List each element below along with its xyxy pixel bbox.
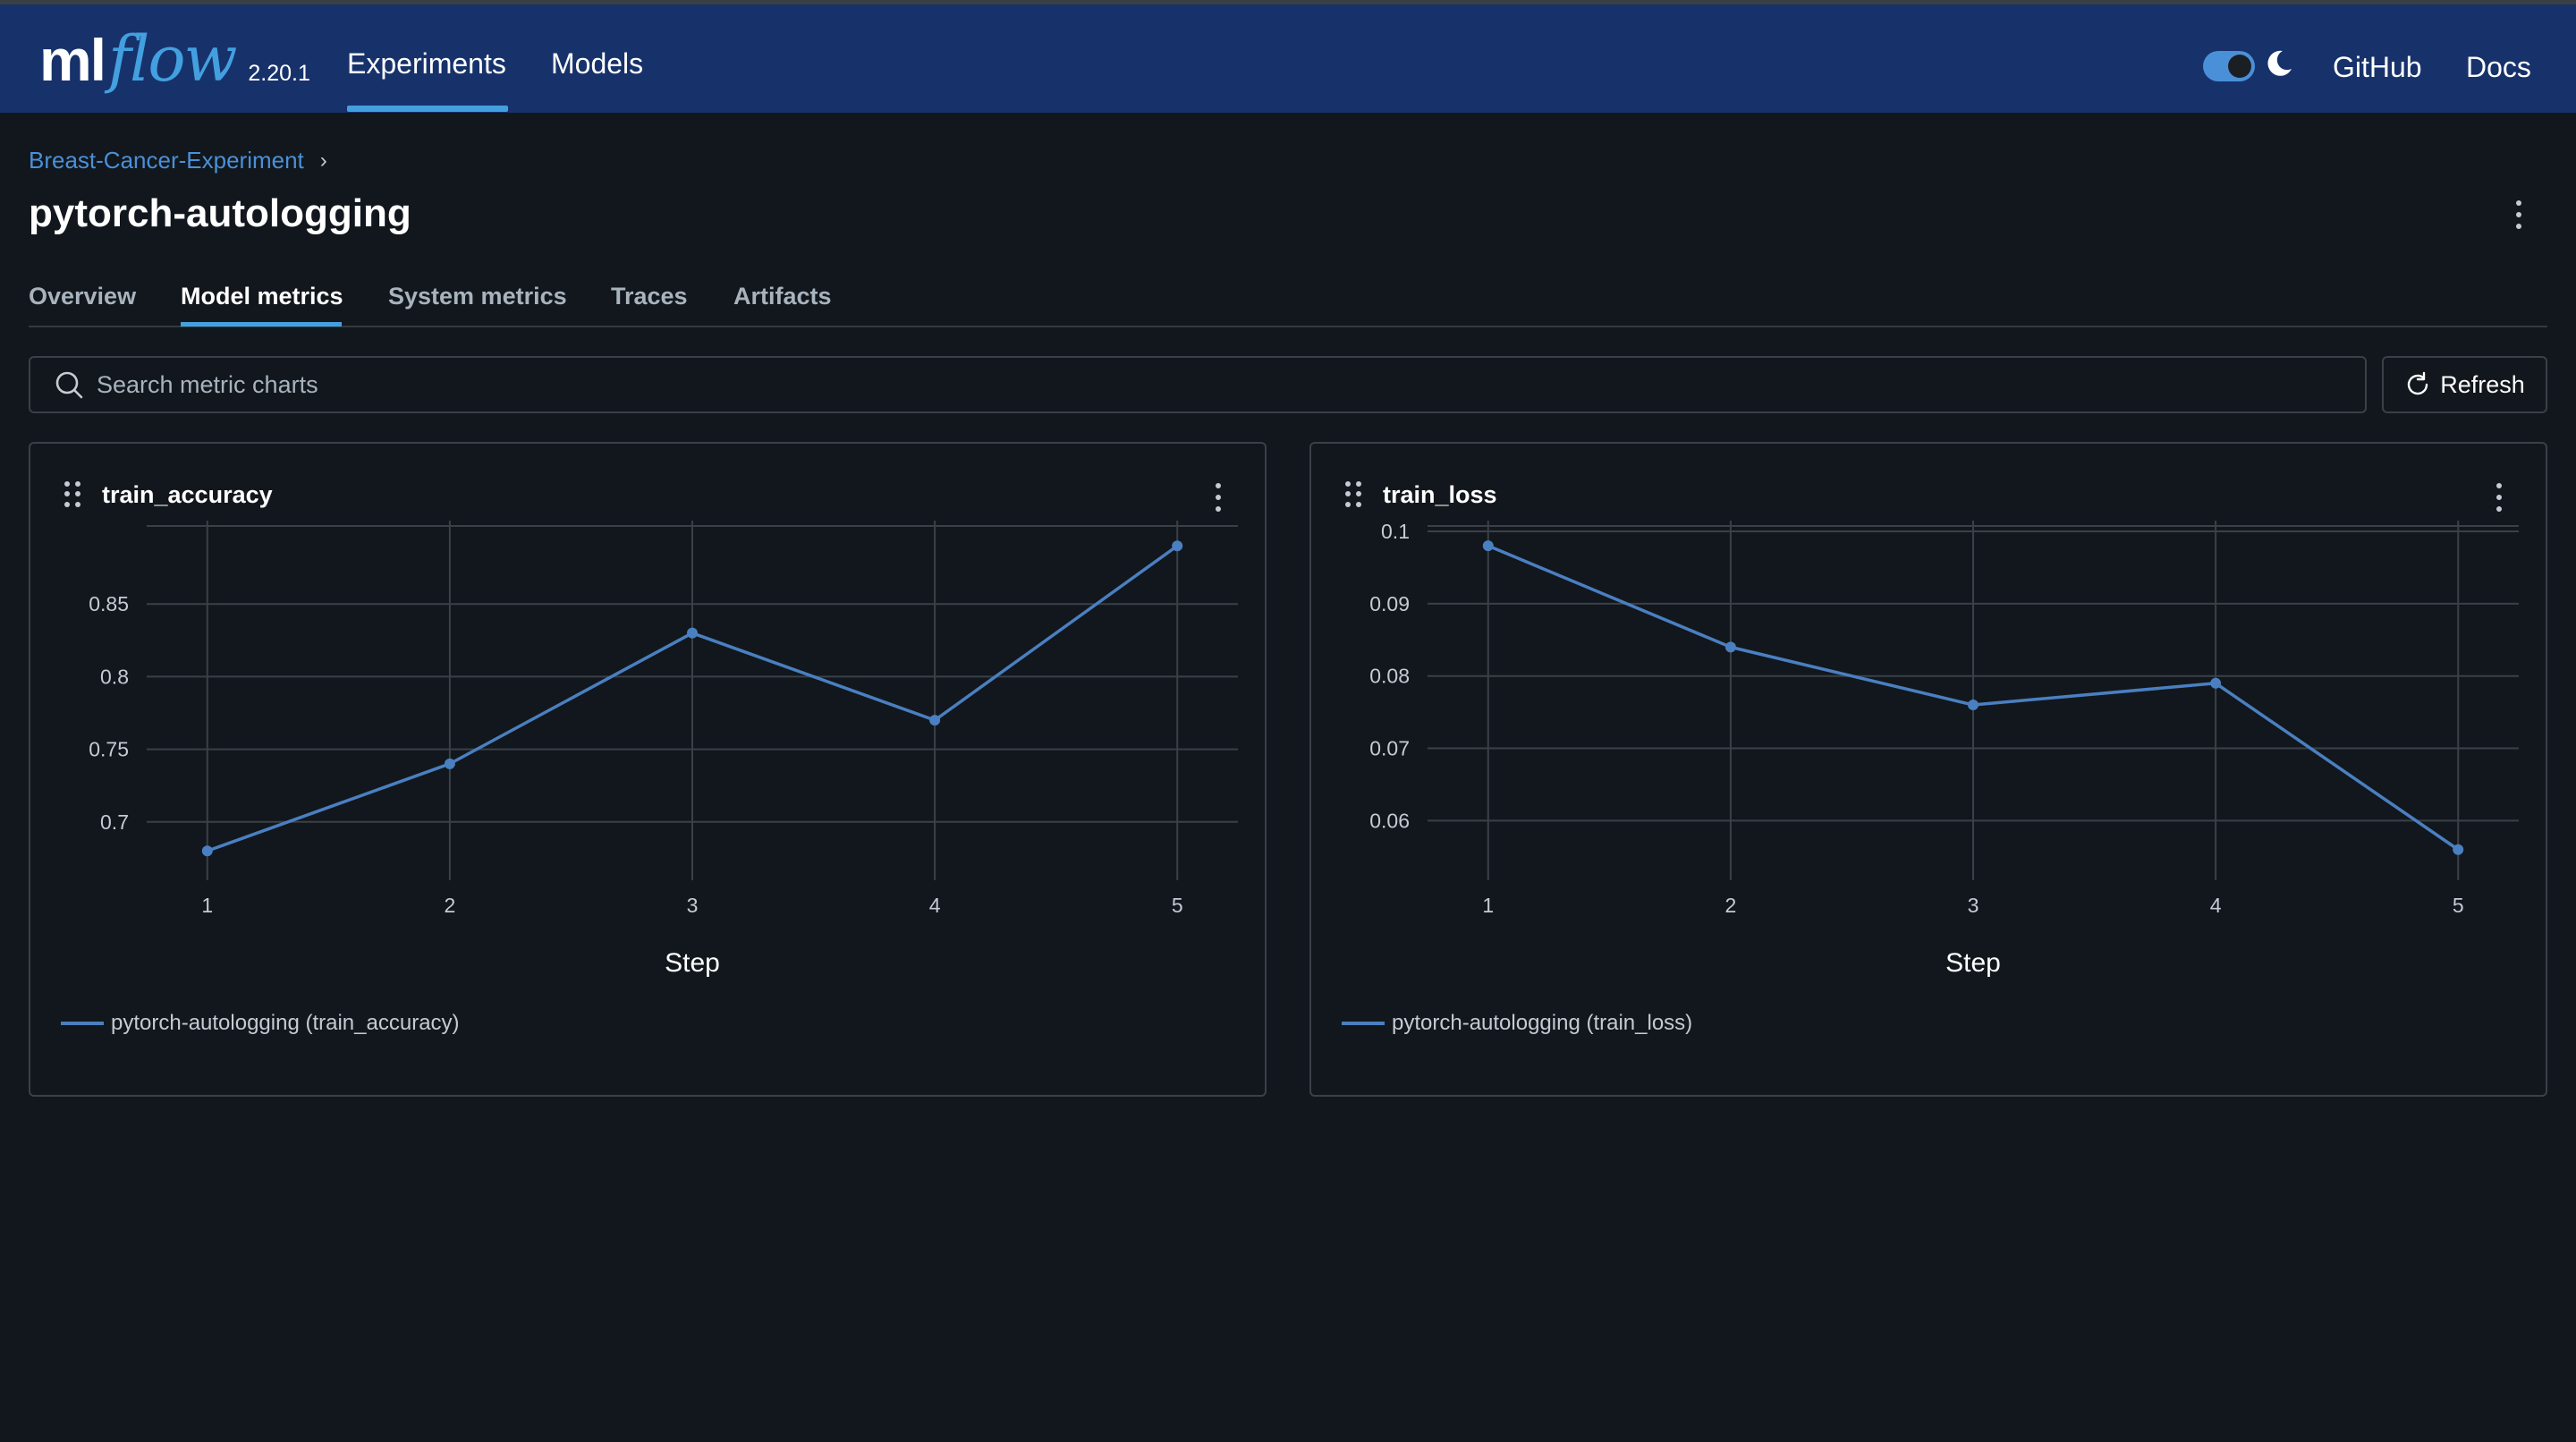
data-point[interactable] [687, 627, 698, 639]
data-point[interactable] [1482, 540, 1494, 552]
x-tick-label: 2 [444, 894, 455, 917]
version-label: 2.20.1 [248, 61, 310, 86]
y-tick-label: 0.75 [89, 738, 129, 761]
y-tick-label: 0.07 [1369, 737, 1410, 760]
chart-plot[interactable]: 0.06 0.07 0.08 0.09 0.1 1 2 3 4 5 Step [1311, 444, 2549, 1098]
top-navbar: ml flow 2.20.1 Experiments Models GitHub… [0, 4, 2576, 113]
data-point[interactable] [2453, 844, 2464, 855]
chart-card-train-accuracy: train_accuracy 0.7 0.75 0.8 0.85 1 2 3 4 5 Step p… [29, 442, 1267, 1097]
refresh-button[interactable]: Refresh [2382, 356, 2547, 413]
window-top-edge [0, 0, 2576, 4]
x-tick-label: 3 [1968, 894, 1979, 917]
chart-options-icon[interactable] [2490, 483, 2508, 512]
chart-legend: pytorch-autologging (train_accuracy) [61, 1011, 460, 1036]
tab-artifacts[interactable]: Artifacts [733, 283, 832, 310]
data-point[interactable] [1968, 700, 1979, 711]
logo-ml-text: ml [39, 27, 106, 93]
docs-link[interactable]: Docs [2466, 51, 2531, 83]
mlflow-logo[interactable]: ml flow 2.20.1 [39, 22, 310, 103]
y-tick-label: 0.85 [89, 592, 129, 615]
y-tick-label: 0.09 [1369, 592, 1410, 615]
refresh-icon [2408, 371, 2428, 395]
y-tick-label: 0.8 [100, 665, 129, 688]
chart-options-icon[interactable] [1209, 483, 1227, 512]
github-link[interactable]: GitHub [2333, 51, 2422, 83]
metric-search-box [29, 356, 2367, 413]
moon-icon [2267, 50, 2292, 76]
tab-overview[interactable]: Overview [29, 283, 137, 310]
breadcrumb: Breast-Cancer-Experiment › [29, 147, 327, 174]
data-point[interactable] [444, 758, 455, 769]
tab-traces[interactable]: Traces [611, 283, 688, 310]
breadcrumb-experiment-link[interactable]: Breast-Cancer-Experiment [29, 147, 304, 174]
data-point[interactable] [2210, 677, 2222, 689]
x-tick-label: 3 [687, 894, 699, 917]
nav-models[interactable]: Models [551, 47, 644, 80]
x-tick-label: 5 [1172, 894, 1183, 917]
legend-swatch [1342, 1022, 1385, 1025]
drag-handle-icon[interactable] [64, 481, 82, 508]
refresh-label: Refresh [2440, 370, 2525, 398]
tab-active-indicator [181, 322, 342, 327]
run-tabs: Overview Model metrics System metrics Tr… [29, 283, 2547, 327]
data-point[interactable] [1724, 641, 1736, 653]
nav-active-indicator [347, 106, 508, 112]
x-axis-title: Step [665, 948, 720, 978]
page-title: pytorch-autologging [29, 191, 411, 235]
x-tick-label: 1 [201, 894, 213, 917]
page-more-options-icon[interactable] [2510, 200, 2528, 229]
legend-label[interactable]: pytorch-autologging (train_accuracy) [111, 1011, 460, 1035]
data-point[interactable] [1172, 540, 1183, 552]
data-point[interactable] [201, 845, 213, 857]
legend-label[interactable]: pytorch-autologging (train_loss) [1392, 1011, 1693, 1035]
x-tick-label: 5 [2453, 894, 2464, 917]
x-tick-label: 1 [1482, 894, 1494, 917]
chart-legend: pytorch-autologging (train_loss) [1342, 1011, 1692, 1036]
chart-title: train_loss [1383, 481, 1497, 508]
logo-flow-text: flow [108, 22, 237, 96]
tab-model-metrics[interactable]: Model metrics [181, 283, 343, 310]
y-tick-label: 0.7 [100, 810, 129, 834]
y-tick-label: 0.08 [1369, 665, 1410, 688]
nav-experiments[interactable]: Experiments [347, 47, 506, 80]
tab-system-metrics[interactable]: System metrics [388, 283, 567, 310]
y-tick-label: 0.06 [1369, 809, 1410, 832]
data-point[interactable] [929, 715, 941, 726]
chart-card-train-loss: train_loss 0.06 0.07 0.08 0.09 0.1 1 2 3 4 5 Step … [1309, 442, 2547, 1097]
search-icon [55, 371, 83, 399]
x-tick-label: 4 [929, 894, 941, 917]
dark-mode-toggle[interactable] [2203, 51, 2255, 81]
y-tick-label: 0.1 [1381, 520, 1410, 543]
chart-title: train_accuracy [102, 481, 273, 508]
drag-handle-icon[interactable] [1345, 481, 1363, 508]
chevron-right-icon: › [319, 148, 327, 173]
chart-plot[interactable]: 0.7 0.75 0.8 0.85 1 2 3 4 5 Step [30, 444, 1268, 1098]
legend-swatch [61, 1022, 104, 1025]
x-axis-title: Step [1945, 948, 2001, 978]
x-tick-label: 2 [1724, 894, 1736, 917]
search-input[interactable] [97, 370, 2243, 399]
x-tick-label: 4 [2210, 894, 2222, 917]
